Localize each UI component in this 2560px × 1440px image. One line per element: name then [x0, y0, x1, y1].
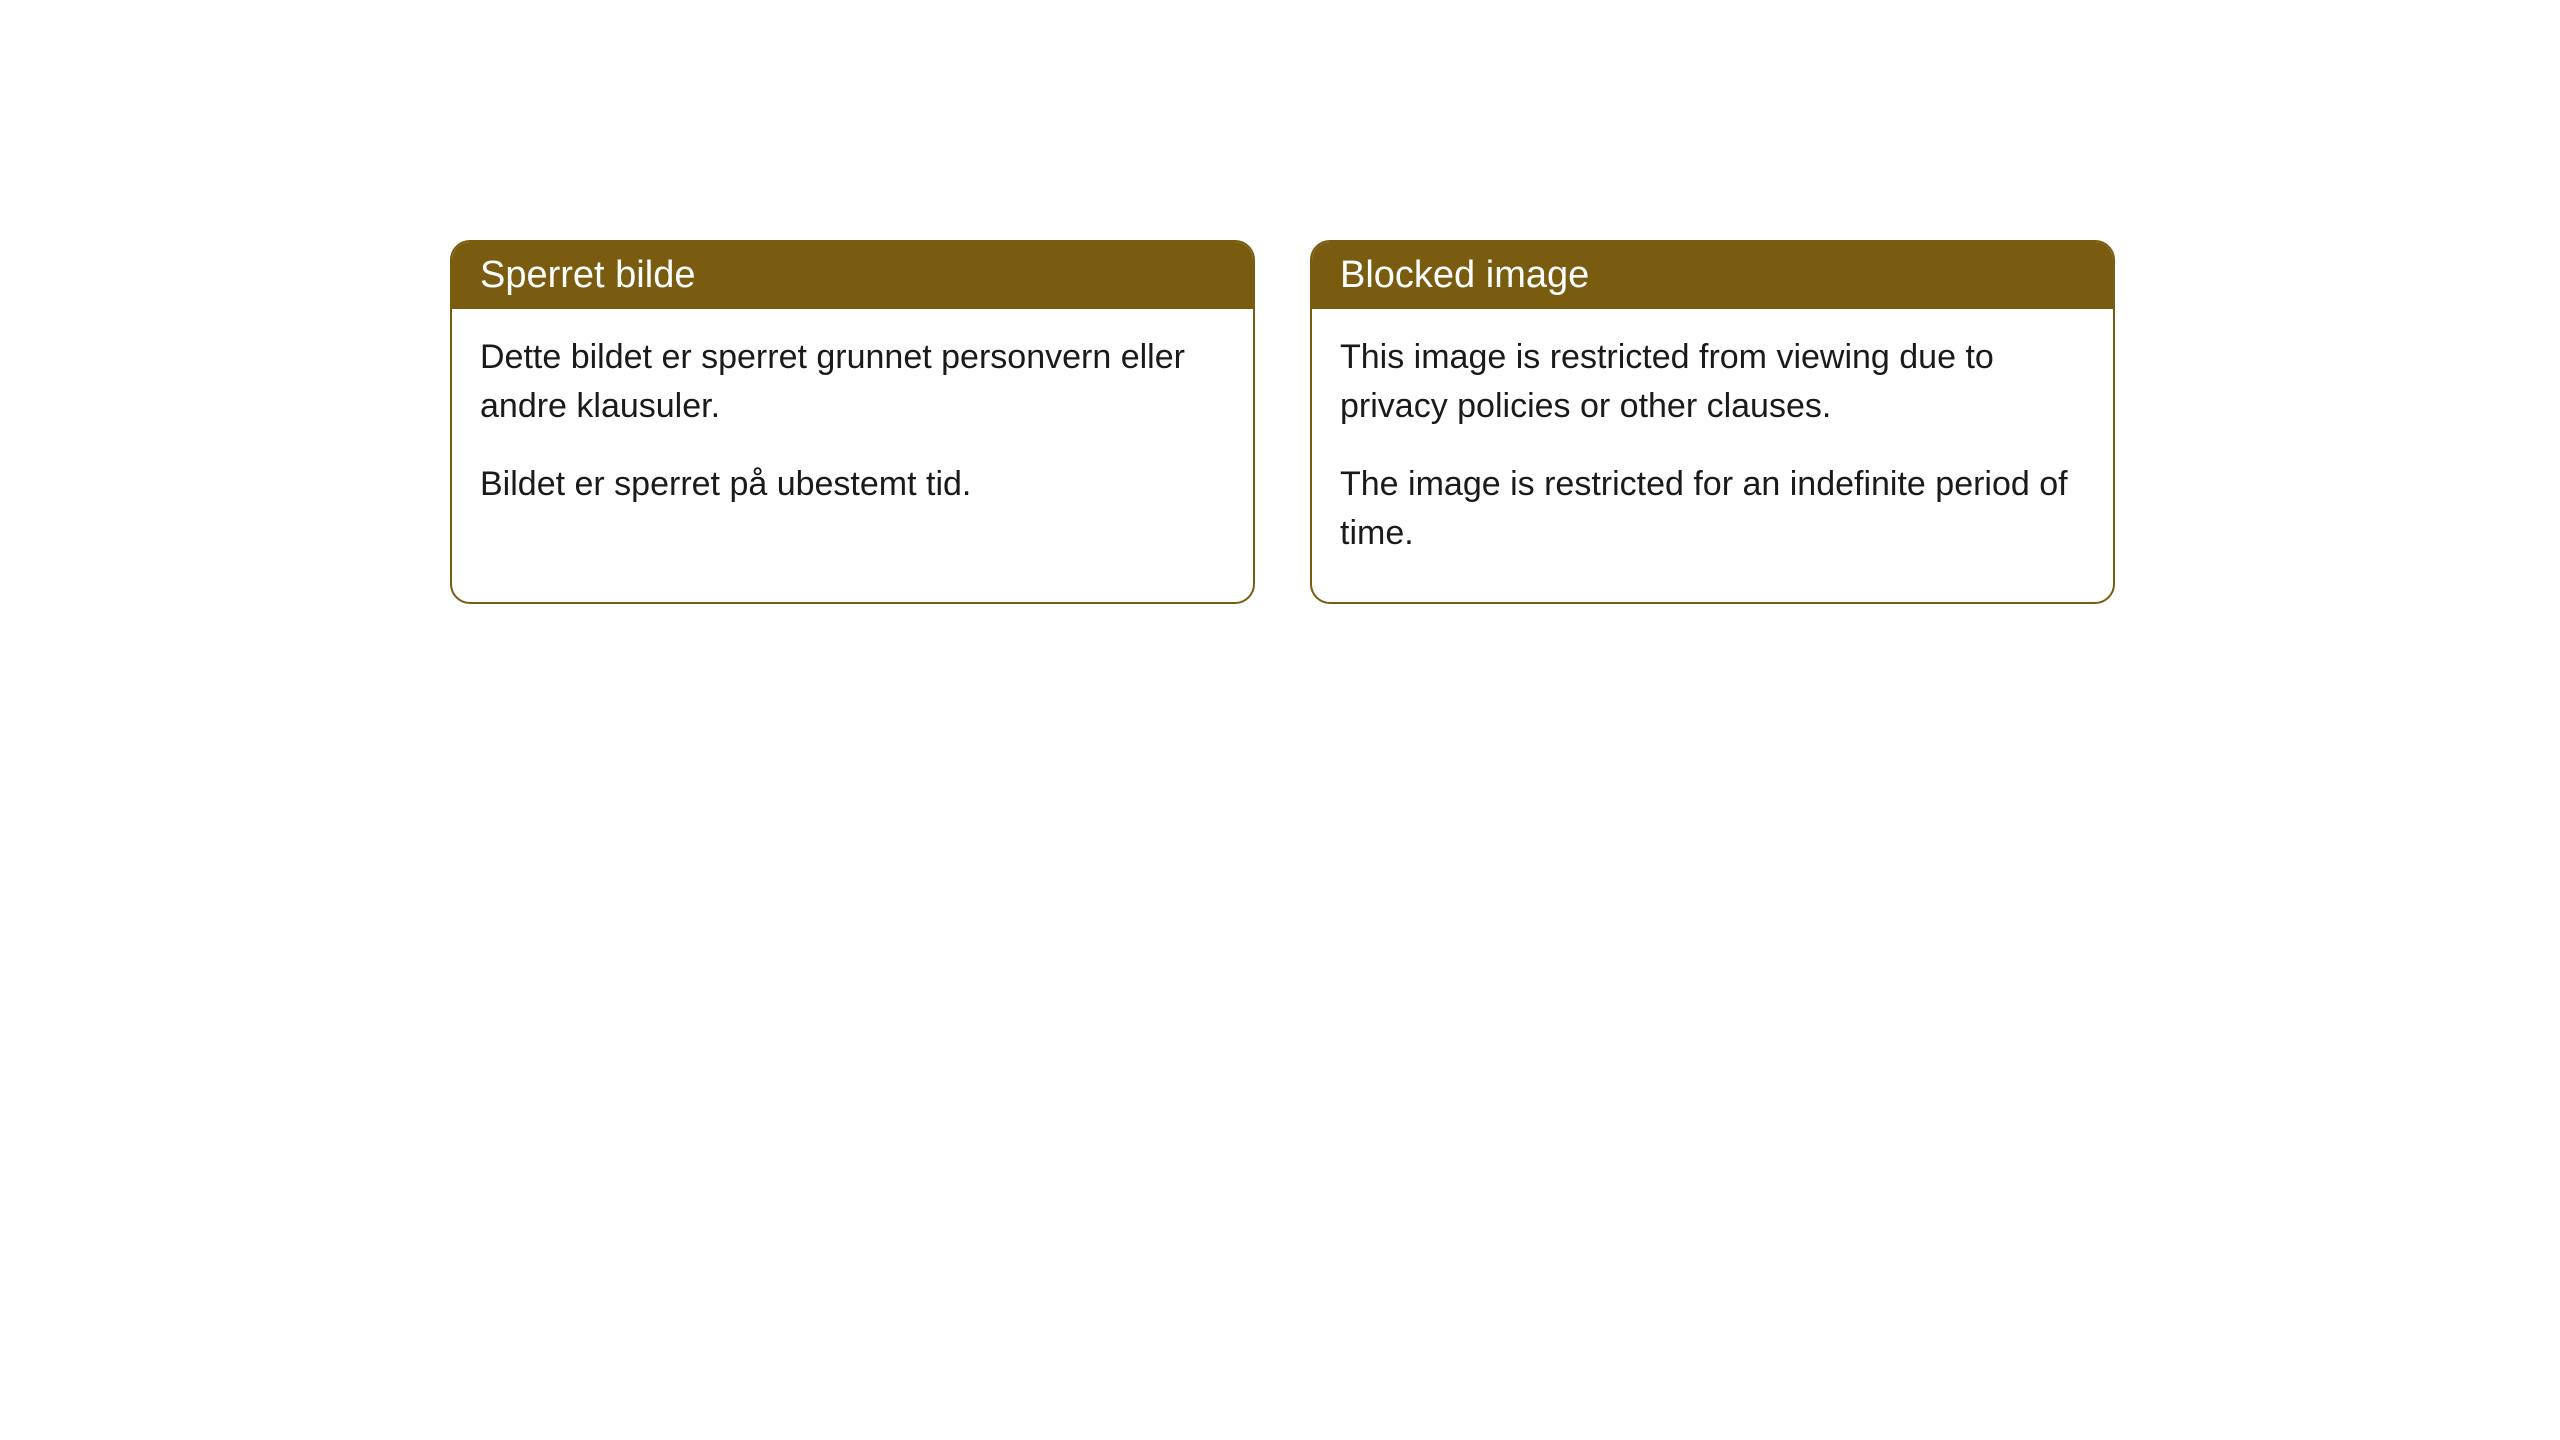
- card-paragraph: The image is restricted for an indefinit…: [1340, 460, 2085, 559]
- card-title: Blocked image: [1340, 254, 1589, 296]
- card-header-norwegian: Sperret bilde: [452, 242, 1253, 309]
- info-card-norwegian: Sperret bilde Dette bildet er sperret gr…: [450, 240, 1255, 604]
- info-card-english: Blocked image This image is restricted f…: [1310, 240, 2115, 604]
- card-title: Sperret bilde: [480, 254, 695, 296]
- card-paragraph: This image is restricted from viewing du…: [1340, 333, 2085, 432]
- card-body-english: This image is restricted from viewing du…: [1312, 309, 2113, 602]
- card-paragraph: Dette bildet er sperret grunnet personve…: [480, 333, 1225, 432]
- cards-container: Sperret bilde Dette bildet er sperret gr…: [450, 240, 2560, 604]
- card-header-english: Blocked image: [1312, 242, 2113, 309]
- card-body-norwegian: Dette bildet er sperret grunnet personve…: [452, 309, 1253, 553]
- card-paragraph: Bildet er sperret på ubestemt tid.: [480, 460, 1225, 509]
